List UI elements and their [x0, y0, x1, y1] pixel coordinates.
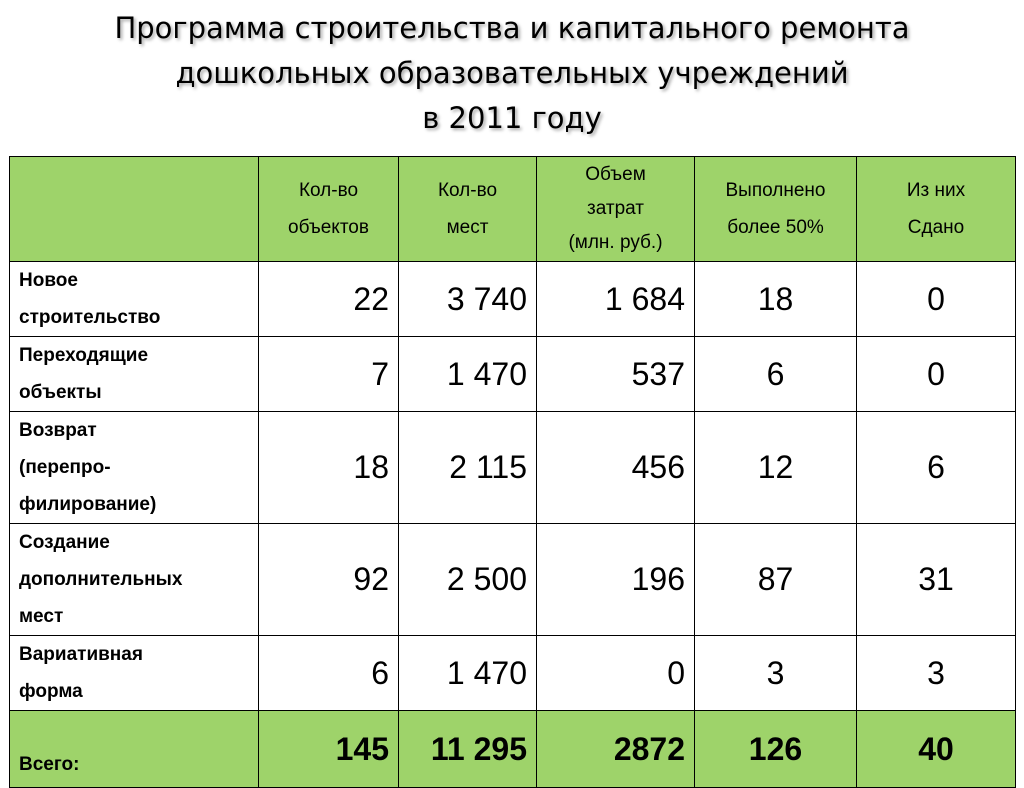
cell-handed: 0: [856, 336, 1016, 412]
title-line-1: Программа строительства и капитального р…: [114, 11, 910, 45]
row-label-line: форма: [19, 681, 83, 702]
cell-objects: 6: [258, 635, 399, 711]
total-done: 126: [694, 710, 857, 788]
cell-done: 12: [694, 411, 857, 524]
row-label-line: дополнительных: [19, 569, 183, 590]
row-label-line: (перепро-: [19, 457, 111, 478]
table-row: Возврат (перепро- филирование) 18 2 115 …: [9, 411, 1016, 524]
cell-done: 18: [694, 261, 857, 337]
header-handed-line-1: Из них: [906, 180, 966, 201]
header-costs-line-3: (млн. руб.): [568, 232, 663, 253]
row-label: Создание дополнительных мест: [9, 523, 259, 636]
header-done-line-2: более 50%: [727, 217, 824, 238]
table-row: Создание дополнительных мест 92 2 500 19…: [9, 523, 1016, 636]
total-objects: 145: [258, 710, 399, 788]
header-objects-count: Кол-во объектов: [258, 156, 399, 262]
cell-objects: 7: [258, 336, 399, 412]
cell-handed: 31: [856, 523, 1016, 636]
header-costs-line-2: затрат: [587, 198, 644, 219]
header-costs: Объем затрат (млн. руб.): [536, 156, 695, 262]
row-label-line: Переходящие: [19, 345, 149, 366]
total-places: 11 295: [398, 710, 537, 788]
header-objects-line-2: объектов: [288, 217, 369, 238]
cell-costs: 537: [536, 336, 695, 412]
table-row: Переходящие объекты 7 1 470 537 6 0: [9, 336, 1016, 412]
total-handed: 40: [856, 710, 1016, 788]
cell-objects: 92: [258, 523, 399, 636]
row-label-line: мест: [19, 606, 64, 627]
row-label-line: Создание: [19, 532, 110, 553]
header-handed-line-2: Сдано: [907, 217, 965, 238]
row-label: Новое строительство: [9, 261, 259, 337]
header-done-over-50: Выполнено более 50%: [694, 156, 857, 262]
row-label: Переходящие объекты: [9, 336, 259, 412]
cell-objects: 18: [258, 411, 399, 524]
table-row: Новое строительство 22 3 740 1 684 18 0: [9, 261, 1016, 337]
header-places-line-2: мест: [446, 217, 489, 238]
header-costs-line-1: Объем: [585, 164, 646, 185]
total-costs: 2872: [536, 710, 695, 788]
total-label: Всего:: [9, 710, 259, 788]
cell-handed: 3: [856, 635, 1016, 711]
cell-costs: 0: [536, 635, 695, 711]
cell-places: 1 470: [398, 635, 537, 711]
cell-done: 6: [694, 336, 857, 412]
table-header-row: Кол-во объектов Кол-во мест Объем затрат…: [9, 156, 1016, 262]
header-objects-line-1: Кол-во: [298, 180, 359, 201]
cell-done: 3: [694, 635, 857, 711]
header-handed-over: Из них Сдано: [856, 156, 1016, 262]
row-label: Возврат (перепро- филирование): [9, 411, 259, 524]
cell-places: 2 500: [398, 523, 537, 636]
header-done-line-1: Выполнено: [725, 180, 826, 201]
cell-places: 1 470: [398, 336, 537, 412]
cell-places: 3 740: [398, 261, 537, 337]
page-title: Программа строительства и капитального р…: [0, 6, 1024, 141]
row-label-line: Возврат: [19, 420, 97, 441]
title-line-3: в 2011 году: [422, 101, 602, 135]
row-label-line: строительство: [19, 307, 161, 328]
row-label-line: Вариативная: [19, 644, 143, 665]
cell-handed: 0: [856, 261, 1016, 337]
cell-costs: 456: [536, 411, 695, 524]
header-places-count: Кол-во мест: [398, 156, 537, 262]
cell-costs: 196: [536, 523, 695, 636]
cell-handed: 6: [856, 411, 1016, 524]
cell-done: 87: [694, 523, 857, 636]
row-label-line: Новое: [19, 270, 78, 291]
cell-places: 2 115: [398, 411, 537, 524]
row-label: Вариативная форма: [9, 635, 259, 711]
table-total-row: Всего: 145 11 295 2872 126 40: [9, 710, 1016, 788]
table-row: Вариативная форма 6 1 470 0 3 3: [9, 635, 1016, 711]
header-empty-cell: [9, 156, 259, 262]
row-label-line: объекты: [19, 382, 102, 403]
header-places-line-1: Кол-во: [437, 180, 498, 201]
title-line-2: дошкольных образовательных учреждений: [175, 56, 849, 90]
cell-objects: 22: [258, 261, 399, 337]
construction-program-table: Кол-во объектов Кол-во мест Объем затрат…: [9, 156, 1016, 788]
cell-costs: 1 684: [536, 261, 695, 337]
row-label-line: филирование): [19, 494, 157, 515]
